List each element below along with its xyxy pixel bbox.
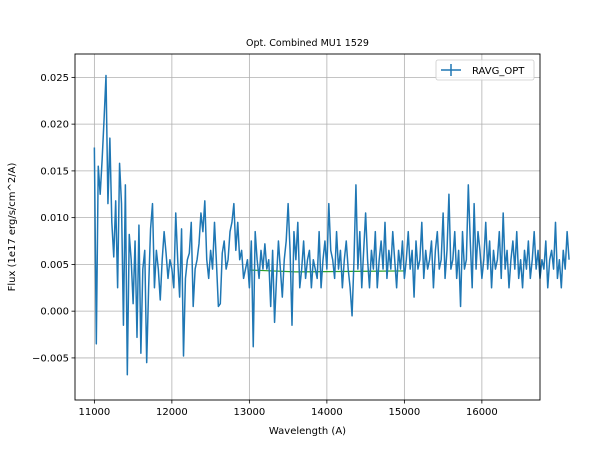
legend-label-ravg-opt: RAVG_OPT [472,66,525,77]
chart-title: Opt. Combined MU1 1529 [246,38,369,49]
legend: RAVG_OPT [435,59,535,81]
y-tick-label: 0.015 [40,166,69,177]
y-axis-label: Flux (1e17 erg/s/cm^2/A) [7,163,18,292]
x-tick-label: 14000 [311,407,343,418]
x-tick-label: 11000 [78,407,110,418]
legend-box [435,59,535,81]
y-tick-label: 0.000 [40,307,69,318]
x-tick-label: 15000 [388,407,420,418]
x-tick-label: 12000 [156,407,188,418]
plot-frame [74,53,541,401]
y-tick-label: 0.025 [40,73,69,84]
y-tick-label: 0.020 [40,120,69,131]
series-ravg-opt-line [93,74,570,376]
y-tick-label: 0.010 [40,213,69,224]
x-axis-label: Wavelength (A) [269,426,346,437]
grid [75,54,540,400]
y-tick-label: −0.005 [32,353,69,364]
y-tick-label: 0.005 [40,260,69,271]
plot-area [93,74,570,376]
x-tick-label: 16000 [466,407,498,418]
x-tick-label: 13000 [233,407,265,418]
axis-ticks: 11000 12000 13000 14000 15000 16000 −0.005 0.00… [32,73,498,418]
